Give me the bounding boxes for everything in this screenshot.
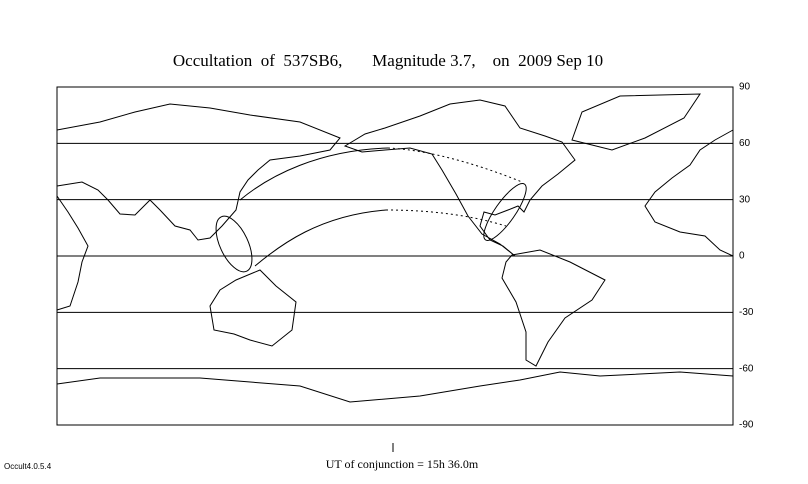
path-limit [215,215,253,273]
track-south [254,209,387,267]
y-tick-label: 0 [739,251,745,262]
path-limit [483,183,527,241]
track-south-dotted [385,209,507,227]
map-title: Occultation of 537SB6, Magnitude 3.7, on… [173,51,603,70]
y-tick-label: 30 [739,194,751,205]
north-america [343,99,576,257]
y-tick-label: 90 [739,82,751,93]
y-tick-label: -60 [739,363,754,374]
y-tick-label: -90 [739,420,754,431]
map-frame [56,86,734,426]
australia [209,269,297,347]
europe-africa [644,129,734,257]
antarctica [56,371,734,403]
track-north [239,147,389,201]
greenland [571,93,701,151]
south-america [501,249,606,367]
version: Occult4.0.5.4 [4,462,52,471]
asia [56,103,341,241]
track-north-dotted [387,147,523,183]
coastlines [56,93,734,403]
occultation-paths [215,147,527,273]
footer: UT of conjunction = 15h 36.0m [326,457,479,471]
africa-east [56,195,89,311]
y-tick-label: 60 [739,138,751,149]
y-tick-label: -30 [739,307,754,318]
